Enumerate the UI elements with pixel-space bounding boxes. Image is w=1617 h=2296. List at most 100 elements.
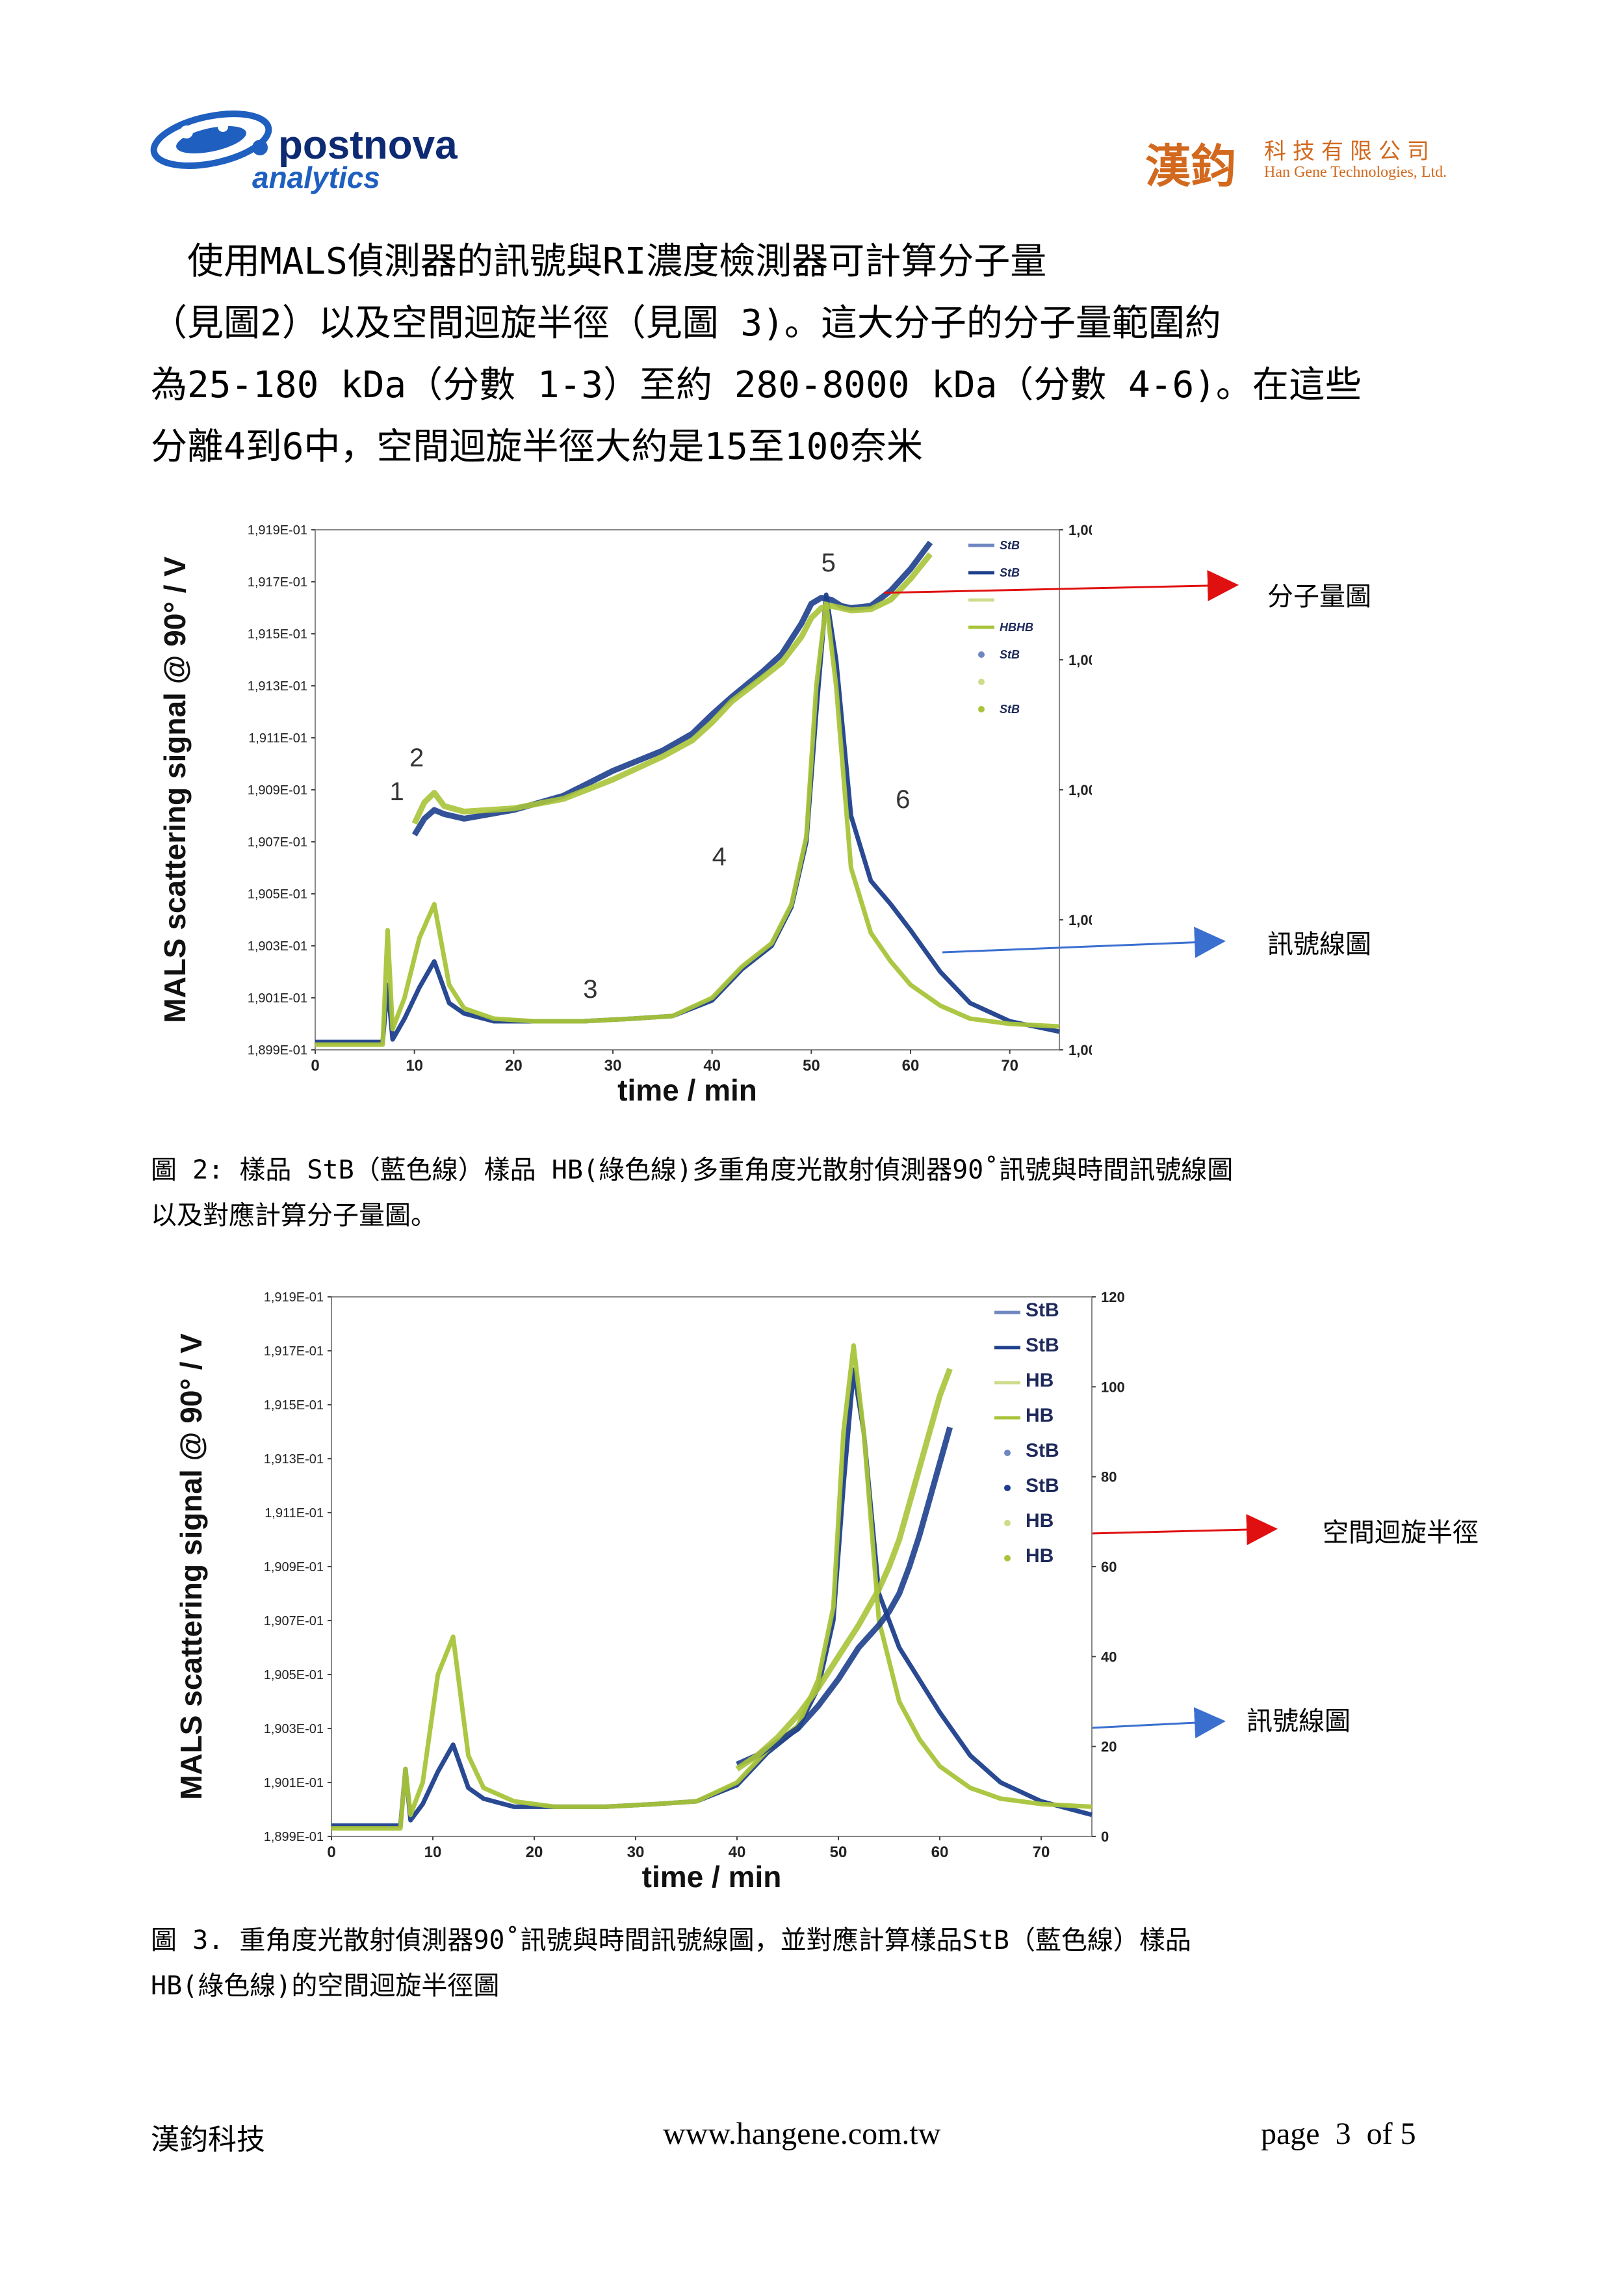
- y-tick-label: 1,911E-01: [265, 1506, 324, 1520]
- y2-tick-label: 120: [1101, 1289, 1125, 1305]
- y-tick-label: 1,919E-01: [264, 1290, 324, 1305]
- fig2-caption-line-1: 圖 2: 樣品 StB（藍色線）樣品 HB(綠色線)多重角度光散射偵測器90˚訊…: [151, 1155, 1234, 1185]
- figure-2-chart: 1,899E-01 1,901E-01 1,903E-01 1,905E-01 1,90…: [158, 522, 1092, 1107]
- postnova-logo-icon: [150, 111, 272, 169]
- legend-label: StB: [1026, 1335, 1059, 1356]
- x-tick-label: 60: [902, 1057, 920, 1075]
- body-line-2: （見圖2）以及空間迴旋半徑（見圖 3)。這大分子的分子量範圍約: [151, 302, 1221, 345]
- peak-label: 5: [821, 549, 836, 577]
- fig3-rms-annotation: 空間迴旋半徑: [1323, 1518, 1479, 1548]
- legend-label: StB: [1026, 1440, 1059, 1461]
- fig3-signal-annotation: 訊號線圖: [1247, 1706, 1351, 1736]
- y2-tick-label: 1,00E+07: [1068, 522, 1092, 538]
- body-line-3: 為25-180 kDa（分數 1-3）至約 280-8000 kDa（分數 4-…: [151, 364, 1362, 406]
- legend-marker: [978, 706, 985, 712]
- fig3-caption-line-2: HB(綠色線)的空間迴旋半徑圖: [151, 1971, 500, 2001]
- x-tick-label: 30: [627, 1844, 645, 1861]
- legend-label: HB: [1026, 1370, 1054, 1391]
- y-tick-label: 1,919E-01: [248, 523, 307, 538]
- fig2-signal-arrow: [942, 926, 1226, 958]
- x-tick-label: 70: [1033, 1844, 1050, 1861]
- legend-label: StB: [1000, 648, 1020, 661]
- x-axis-label: time / min: [617, 1073, 757, 1107]
- x-tick-label: 0: [311, 1057, 319, 1075]
- x-tick-label: 60: [931, 1844, 949, 1861]
- y2-tick-label: 20: [1101, 1739, 1117, 1755]
- y2-tick-label: 40: [1101, 1649, 1117, 1665]
- y-axis-label: MALS scattering signal @ 90° / V: [175, 1333, 208, 1800]
- body-line-1: 使用MALS偵測器的訊號與RI濃度檢測器可計算分子量: [151, 241, 1047, 283]
- y-tick-label: 1,911E-01: [248, 731, 307, 746]
- y-tick-label: 1,903E-01: [264, 1722, 324, 1736]
- postnova-logo: [146, 107, 452, 205]
- y2-tick-label: 0: [1101, 1829, 1109, 1845]
- legend-label: StB: [1026, 1299, 1059, 1321]
- peak-label: 1: [390, 777, 404, 806]
- legend-marker: [1004, 1485, 1011, 1491]
- y-tick-label: 1,915E-01: [264, 1398, 324, 1413]
- radius-line-StB: [736, 1426, 953, 1768]
- y-tick-label: 1,907E-01: [264, 1614, 324, 1628]
- body-line-4: 分離4到6中，空間迴旋半徑大約是15至100奈米: [151, 426, 924, 468]
- y-tick-label: 1,905E-01: [264, 1668, 324, 1682]
- y-tick-label: 1,915E-01: [248, 627, 307, 642]
- legend-label: HB: [1026, 1405, 1054, 1426]
- y-tick-label: 1,901E-01: [248, 991, 307, 1006]
- y2-tick-label: 80: [1101, 1469, 1117, 1485]
- fig3-caption-line-1: 圖 3. 重角度光散射偵測器90˚訊號與時間訊號線圖，並對應計算樣品StB（藍色…: [151, 1925, 1191, 1955]
- logo-postnova-text: postnova: [278, 123, 458, 168]
- figure-2-caption: 圖 2: 樣品 StB（藍色線）樣品 HB(綠色線)多重角度光散射偵測器90˚訊…: [151, 1147, 1233, 1238]
- x-tick-label: 40: [729, 1844, 746, 1861]
- legend-label: HBHB: [1000, 621, 1033, 634]
- y-axis-label: MALS scattering signal @ 90° / V: [158, 556, 192, 1023]
- signal-line-HB: [315, 600, 1060, 1047]
- y2-tick-label: 100: [1101, 1379, 1125, 1395]
- footer-company: 漢鈞科技: [151, 2123, 265, 2156]
- x-axis-label: time / min: [642, 1860, 782, 1894]
- x-tick-label: 20: [505, 1057, 523, 1075]
- legend-label: StB: [1000, 539, 1020, 552]
- y-tick-label: 1,899E-01: [248, 1043, 307, 1058]
- x-tick-label: 0: [327, 1844, 335, 1861]
- legend-marker: [1004, 1555, 1011, 1561]
- fig2-mass-annotation: 分子量圖: [1267, 582, 1371, 612]
- y-tick-label: 1,905E-01: [248, 887, 307, 902]
- legend-marker: [1004, 1520, 1011, 1526]
- x-tick-label: 20: [526, 1844, 543, 1861]
- legend-marker: [1004, 1450, 1011, 1456]
- y2-tick-label: 1,00E+03: [1068, 1042, 1092, 1058]
- hangene-sub-en: Han Gene Technologies, Ltd.: [1264, 164, 1447, 181]
- peak-label: 6: [896, 785, 910, 814]
- y-tick-label: 1,917E-01: [248, 575, 307, 590]
- y-tick-label: 1,917E-01: [264, 1344, 324, 1359]
- x-tick-label: 50: [830, 1844, 847, 1861]
- y-tick-label: 1,909E-01: [248, 783, 307, 798]
- y2-tick-label: 1,00E+05: [1068, 782, 1092, 798]
- x-tick-label: 70: [1001, 1057, 1018, 1075]
- hangene-logo-cn: 漢鈞: [1145, 139, 1236, 193]
- footer-url[interactable]: www.hangene.com.tw: [663, 2117, 941, 2151]
- legend-label: StB: [1000, 566, 1020, 579]
- hangene-sub-cn: 科技有限公司: [1264, 138, 1436, 164]
- y2-tick-label: 1,00E+04: [1068, 912, 1092, 928]
- legend-label: StB: [1000, 703, 1020, 716]
- footer-page-number: page 3 of 5: [1261, 2117, 1416, 2151]
- y-tick-label: 1,901E-01: [264, 1776, 324, 1790]
- y2-tick-label: 60: [1101, 1559, 1117, 1575]
- x-tick-label: 40: [703, 1057, 721, 1075]
- figure-3-chart: 1,899E-01 1,901E-01 1,903E-01 1,905E-01 1,90…: [175, 1289, 1125, 1894]
- fig2-caption-line-2: 以及對應計算分子量圖。: [151, 1201, 437, 1231]
- hangene-logo: 漢鈞: [1145, 130, 1236, 196]
- x-tick-label: 10: [424, 1844, 442, 1861]
- y-tick-label: 1,913E-01: [248, 679, 307, 694]
- legend-label: HB: [1026, 1545, 1054, 1567]
- peak-label: 4: [712, 842, 727, 871]
- fig2-mass-arrow: [883, 569, 1239, 601]
- x-tick-label: 30: [604, 1057, 622, 1075]
- y-tick-label: 1,913E-01: [264, 1452, 324, 1467]
- legend-label: StB: [1026, 1475, 1059, 1496]
- peak-label: 2: [409, 744, 424, 772]
- figure-3-caption: 圖 3. 重角度光散射偵測器90˚訊號與時間訊號線圖，並對應計算樣品StB（藍色…: [151, 1918, 1191, 2009]
- y-tick-label: 1,903E-01: [248, 939, 307, 954]
- radius-line-HB: [735, 1368, 953, 1772]
